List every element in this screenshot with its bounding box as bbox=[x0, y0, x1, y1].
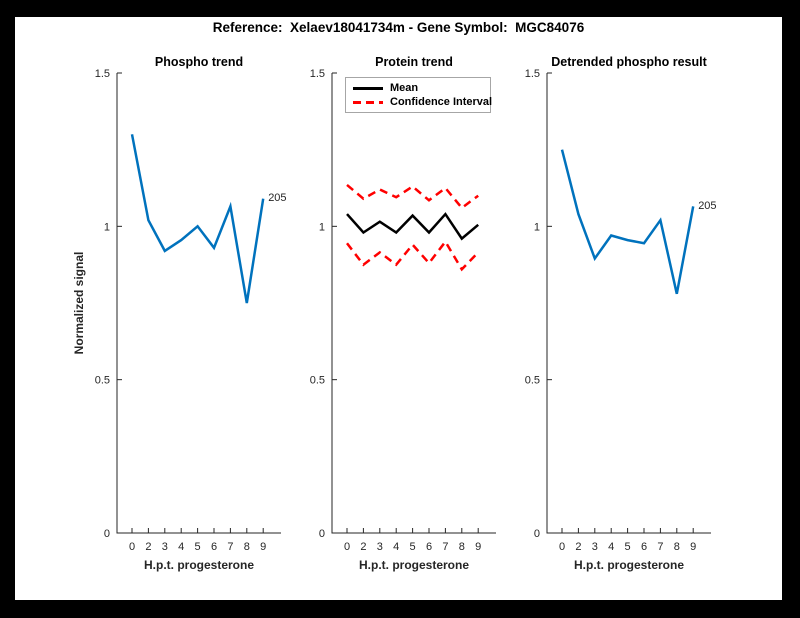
y-tick-label: 1.5 bbox=[310, 68, 325, 80]
y-tick-label: 0 bbox=[534, 528, 540, 540]
x-tick-label: 0 bbox=[559, 541, 565, 553]
x-tick-label: 6 bbox=[211, 541, 217, 553]
y-tick-label: 1.5 bbox=[95, 68, 110, 80]
legend-label-confidence-interval: Confidence Interval bbox=[390, 96, 493, 108]
y-tick-label: 1 bbox=[104, 221, 110, 233]
series-end-label-detrended: 205 bbox=[698, 199, 717, 212]
x-axis-label-2: H.p.t. progesterone bbox=[358, 558, 470, 572]
y-tick-label: 0 bbox=[319, 528, 325, 540]
x-tick-label: 4 bbox=[393, 541, 399, 553]
x-axis-label-1: H.p.t. progesterone bbox=[143, 558, 255, 572]
x-axis-label-3: H.p.t. progesterone bbox=[573, 558, 685, 572]
figure-area bbox=[15, 17, 782, 600]
x-tick-label: 3 bbox=[592, 541, 598, 553]
x-tick-label: 2 bbox=[360, 541, 366, 553]
x-tick-label: 7 bbox=[442, 541, 448, 553]
legend-box: Mean Confidence Interval bbox=[345, 77, 492, 113]
y-tick-label: 1 bbox=[319, 221, 325, 233]
x-tick-label: 7 bbox=[227, 541, 233, 553]
x-tick-label: 8 bbox=[674, 541, 680, 553]
subplot-title-protein-trend: Protein trend bbox=[375, 55, 453, 69]
x-tick-label: 3 bbox=[162, 541, 168, 553]
x-tick-label: 8 bbox=[459, 541, 465, 553]
axis-spines bbox=[116, 73, 281, 534]
y-tick-label: 0.5 bbox=[310, 375, 325, 387]
x-tick-label: 5 bbox=[625, 541, 631, 553]
series-line-detrended-phospho bbox=[560, 149, 695, 295]
x-tick-label: 2 bbox=[575, 541, 581, 553]
confidence-interval-line-sample bbox=[353, 100, 383, 104]
series-line-mean bbox=[346, 212, 480, 241]
axis-spines bbox=[546, 73, 711, 534]
x-tick-label: 9 bbox=[475, 541, 481, 553]
series-line-ci-upper bbox=[346, 183, 479, 210]
y-tick-label: 0 bbox=[104, 528, 110, 540]
subplot-title-phospho-trend: Phospho trend bbox=[154, 55, 244, 69]
x-tick-label: 4 bbox=[178, 541, 184, 553]
mean-line-sample bbox=[353, 86, 383, 90]
x-tick-label: 8 bbox=[244, 541, 250, 553]
x-tick-label: 2 bbox=[145, 541, 151, 553]
legend-entry-confidence-interval: Confidence Interval bbox=[353, 96, 492, 108]
y-tick-label: 1 bbox=[534, 221, 540, 233]
legend-label-mean: Mean bbox=[390, 82, 419, 94]
y-tick-label: 1.5 bbox=[525, 68, 540, 80]
x-tick-label: 4 bbox=[608, 541, 614, 553]
figure-title: Reference: Xelaev18041734m - Gene Symbol… bbox=[212, 20, 585, 35]
y-tick-label: 0.5 bbox=[95, 375, 110, 387]
x-tick-label: 0 bbox=[344, 541, 350, 553]
y-axis-label: Normalized signal bbox=[72, 251, 86, 355]
subplot-title-detrended-result: Detrended phospho result bbox=[551, 55, 707, 69]
x-tick-label: 0 bbox=[129, 541, 135, 553]
series-end-label-phospho: 205 bbox=[268, 192, 287, 205]
y-tick-label: 0.5 bbox=[525, 375, 540, 387]
x-tick-label: 9 bbox=[690, 541, 696, 553]
axis-spines bbox=[331, 73, 496, 534]
x-tick-label: 5 bbox=[410, 541, 416, 553]
legend-entry-mean: Mean bbox=[353, 82, 486, 94]
x-tick-label: 7 bbox=[657, 541, 663, 553]
x-tick-label: 6 bbox=[641, 541, 647, 553]
x-tick-label: 3 bbox=[377, 541, 383, 553]
x-tick-label: 9 bbox=[260, 541, 266, 553]
series-line-phospho-signal bbox=[130, 134, 265, 304]
x-tick-label: 5 bbox=[195, 541, 201, 553]
series-line-ci-lower bbox=[346, 239, 480, 272]
x-tick-label: 6 bbox=[426, 541, 432, 553]
